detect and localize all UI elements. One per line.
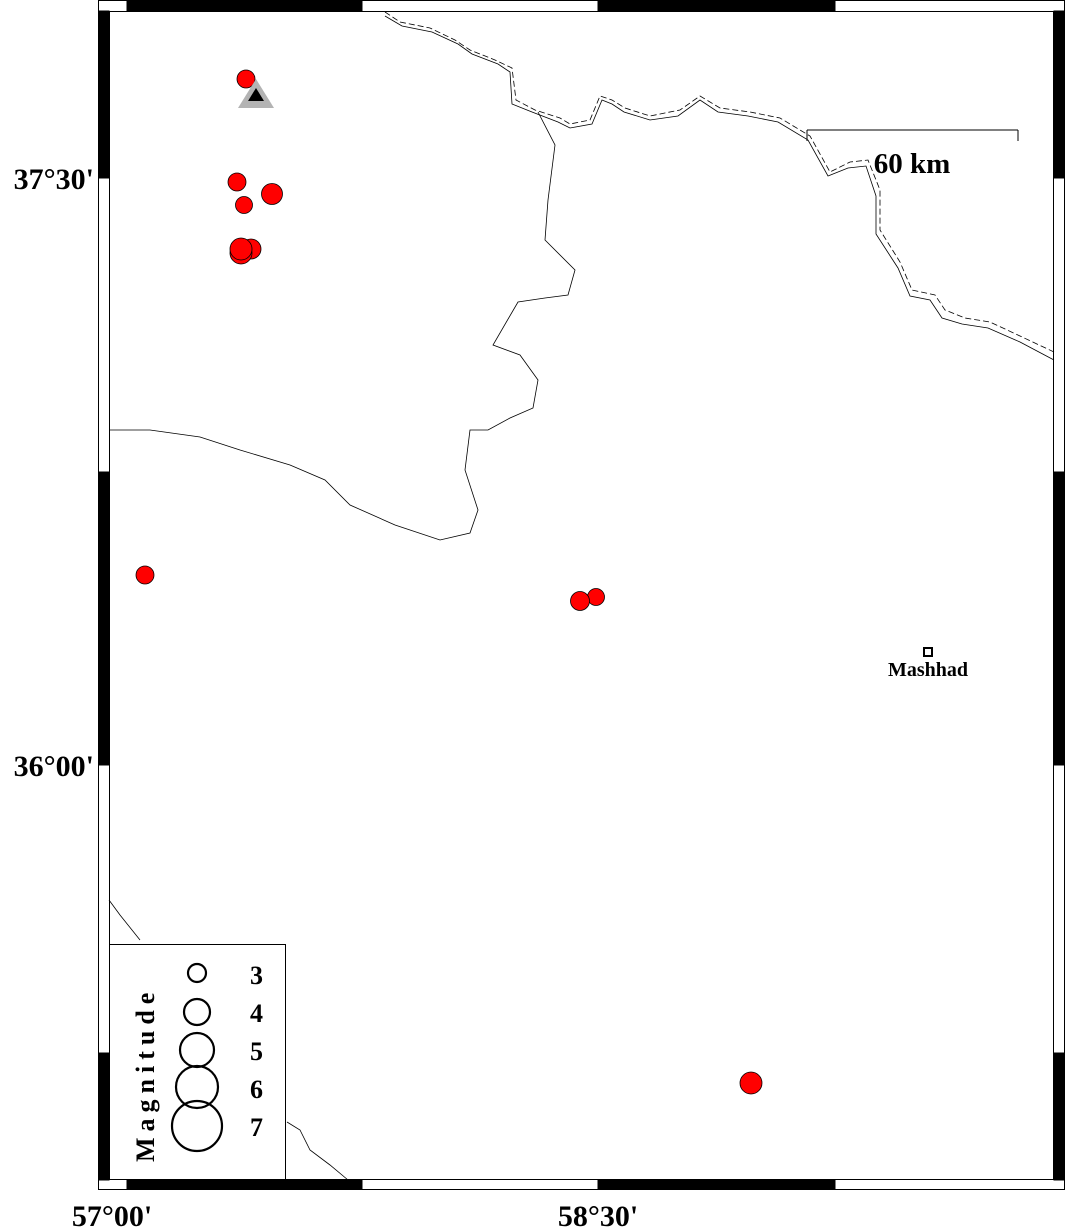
province-border-south (108, 899, 141, 941)
earthquake-event (227, 172, 247, 192)
earthquake-event (235, 196, 253, 214)
legend-circle-icon (186, 962, 208, 984)
country-border (384, 11, 1055, 353)
earthquake-event (570, 591, 590, 611)
legend-label: 6 (250, 1075, 263, 1104)
legend-circle-icon (182, 997, 212, 1027)
magnitude-legend: Magnitude 3 4 5 6 7 (109, 944, 286, 1180)
earthquake-event (261, 183, 283, 205)
lat-label-36-00: 36°00' (14, 750, 94, 783)
legend-title: Magnitude (131, 987, 160, 1162)
boundaries (108, 11, 1055, 1181)
city-square-icon (923, 647, 933, 657)
scale-bar-label: 60 km (874, 148, 951, 180)
legend-circle-icon (170, 1099, 224, 1153)
earthquake-event (236, 69, 256, 89)
lon-label-58-30: 58°30' (558, 1200, 638, 1229)
earthquake-event (135, 565, 155, 585)
lat-label-37-30: 37°30' (14, 163, 94, 196)
province-border-southwest (286, 1121, 349, 1181)
coastline (384, 15, 1055, 361)
legend-label: 3 (250, 961, 263, 990)
earthquake-event (739, 1071, 763, 1095)
earthquake-event (229, 237, 253, 261)
scale-bar (806, 129, 1019, 141)
earthquake-event (587, 588, 605, 606)
legend-label: 4 (250, 999, 263, 1028)
legend-circle-icon (174, 1064, 220, 1110)
legend-label: 7 (250, 1113, 263, 1142)
lon-label-57-00: 57°00' (72, 1200, 152, 1229)
station-triangle-icon (238, 79, 274, 108)
city-label: Mashhad (888, 659, 968, 681)
legend-label: 5 (250, 1037, 263, 1066)
earthquake-events (135, 69, 763, 1095)
province-border (110, 111, 576, 541)
